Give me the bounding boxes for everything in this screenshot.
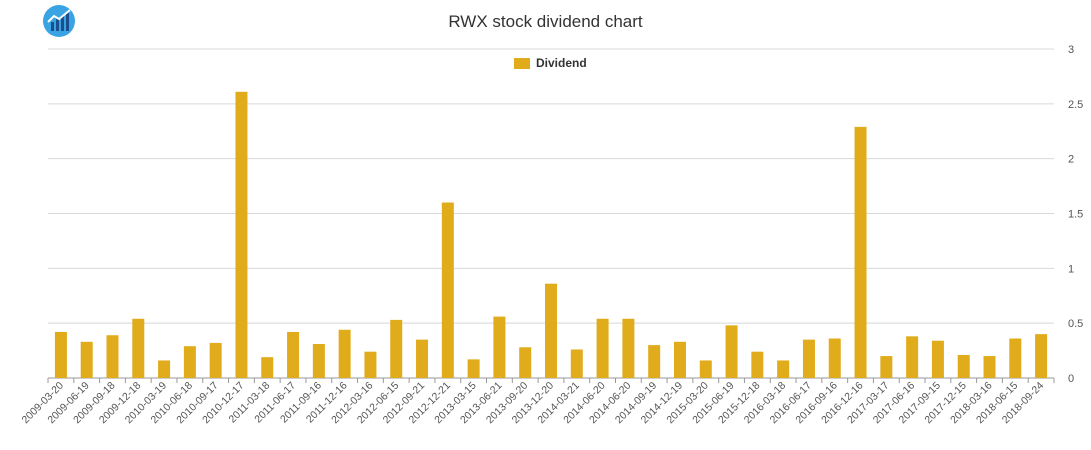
y-tick-label: 1 <box>1068 263 1074 275</box>
bar <box>931 340 944 378</box>
bar <box>183 346 196 378</box>
bar <box>364 351 377 378</box>
y-tick-label: 0.5 <box>1068 318 1083 330</box>
bar <box>1035 334 1048 378</box>
bar <box>648 345 661 378</box>
y-tick-label: 3 <box>1068 44 1074 56</box>
legend: Dividend <box>514 56 587 70</box>
y-tick-label: 2 <box>1068 154 1074 166</box>
bar <box>751 351 764 378</box>
bar <box>828 338 841 378</box>
bar <box>287 331 300 378</box>
bar <box>209 342 222 378</box>
legend-swatch <box>514 57 530 69</box>
bar <box>493 316 506 378</box>
bar <box>132 318 145 378</box>
bar <box>802 339 815 378</box>
bar <box>261 357 274 378</box>
bar <box>416 339 429 378</box>
bar <box>725 325 738 378</box>
legend-label: Dividend <box>536 56 587 70</box>
bar <box>880 356 893 378</box>
bar <box>545 283 557 378</box>
logo-icon <box>43 5 75 37</box>
bar <box>338 329 351 378</box>
bar <box>1009 338 1022 378</box>
y-tick-label: 0 <box>1068 373 1074 385</box>
bar <box>441 202 454 378</box>
bar <box>957 354 970 378</box>
bar <box>983 356 996 378</box>
bar <box>467 359 480 378</box>
bar <box>854 126 867 378</box>
bar <box>699 360 712 378</box>
bar <box>622 318 635 378</box>
chart-title: RWX stock dividend chart <box>448 12 643 31</box>
bar <box>390 319 403 378</box>
bar <box>80 341 93 378</box>
y-tick-label: 2.5 <box>1068 99 1083 111</box>
bar <box>596 318 609 378</box>
bar <box>158 360 171 378</box>
bar <box>106 335 119 378</box>
y-tick-label: 1.5 <box>1068 209 1083 221</box>
bar <box>235 91 248 379</box>
bar <box>777 360 790 378</box>
bar <box>570 349 583 378</box>
bar <box>673 341 686 378</box>
bar <box>519 347 532 378</box>
bar <box>312 344 325 378</box>
bar <box>54 331 67 378</box>
bar <box>906 336 919 378</box>
